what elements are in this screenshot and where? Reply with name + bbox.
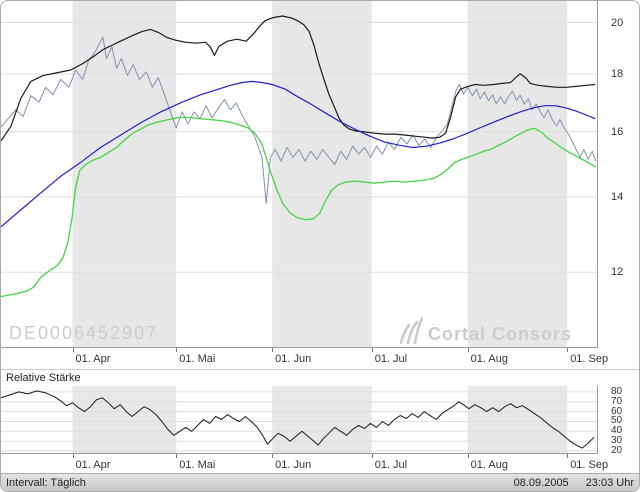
x-axis-tick-label: 01. Apr <box>75 459 111 471</box>
brand-watermark: Cortal Consors <box>399 317 572 344</box>
x-axis-tick-label: 01. Sep <box>570 459 609 471</box>
x-axis-tick <box>467 454 469 458</box>
x-axis-tick <box>567 348 569 352</box>
series-line-black <box>1 15 596 142</box>
y-axis-tick-label: 20 <box>611 16 624 29</box>
x-axis-tick <box>272 348 274 352</box>
x-axis-tick <box>72 348 74 352</box>
price-chart-x-axis: 01. Apr 01. Mai 01. Jun 01. Jul 01. Aug 01. S… <box>1 348 639 369</box>
y-axis-tick-label: 40 <box>611 425 623 437</box>
x-axis-tick-label: 01. Jun <box>275 459 312 471</box>
rsi-chart-svg <box>1 386 597 453</box>
x-axis-tick-label: 01. Aug <box>470 353 508 365</box>
x-axis-tick-label: 01. Mai <box>179 459 216 471</box>
brand-watermark-text: Cortal Consors <box>427 324 572 344</box>
status-right-group: 08.09.2005 23:03 Uhr <box>514 477 634 489</box>
rsi-section-label: Relative Stärke <box>6 372 81 384</box>
x-axis-tick <box>467 348 469 352</box>
x-axis-tick <box>176 454 178 458</box>
rsi-chart-y-axis: 80 70 60 50 40 30 20 <box>598 385 639 457</box>
time-label: 23:03 Uhr <box>585 476 634 489</box>
y-axis-tick-label: 14 <box>611 190 624 203</box>
date-label: 08.09.2005 <box>513 476 569 489</box>
y-axis-tick-label: 18 <box>611 68 624 81</box>
rsi-section-header: Relative Stärke <box>1 369 639 386</box>
interval-label: Intervall: Täglich <box>6 476 86 489</box>
price-chart-svg <box>1 1 597 347</box>
cortal-consors-logo-icon <box>399 317 423 344</box>
y-axis-tick-label: 16 <box>611 125 624 138</box>
x-axis-tick-label: 01. Mai <box>179 353 216 365</box>
x-axis-tick-label: 01. Jun <box>275 353 312 365</box>
rsi-chart-plot <box>1 386 598 454</box>
y-axis-tick-label: 30 <box>611 435 623 447</box>
x-axis-tick-label: 01. Aug <box>470 459 508 471</box>
y-axis-tick-label: 60 <box>611 405 623 417</box>
x-axis-tick <box>371 348 373 352</box>
series-ma-green <box>1 116 597 298</box>
x-axis-tick-label: 01. Jul <box>374 353 408 365</box>
y-axis-tick-label: 80 <box>611 385 623 397</box>
status-bar: Intervall: Täglich 08.09.2005 23:03 Uhr <box>1 473 639 491</box>
x-axis-tick <box>567 454 569 458</box>
x-axis-tick-label: 01. Apr <box>75 353 111 365</box>
x-axis-tick-label: 01. Jul <box>374 459 408 471</box>
y-axis-tick-label: 70 <box>611 395 623 407</box>
rsi-chart-x-axis: 01. Apr 01. Mai 01. Jun 01. Jul 01. Aug 01. S… <box>1 454 639 473</box>
y-axis-tick-label: 20 <box>611 445 623 457</box>
isin-watermark: DE0006452907 <box>9 323 159 343</box>
x-axis-tick <box>272 454 274 458</box>
series-price-gray <box>1 36 597 205</box>
x-axis-tick <box>371 454 373 458</box>
price-chart-plot: DE0006452907 Cortal Consors <box>1 1 598 348</box>
series-rsi <box>1 390 595 449</box>
x-axis-tick-label: 01. Sep <box>570 353 609 365</box>
price-chart-y-axis: 20 18 16 14 12 <box>598 1 639 348</box>
y-axis-tick-label: 50 <box>611 415 623 427</box>
y-axis-tick-label: 12 <box>611 266 624 279</box>
series-ma-blue <box>1 80 596 228</box>
x-axis-tick <box>72 454 74 458</box>
x-axis-tick <box>176 348 178 352</box>
